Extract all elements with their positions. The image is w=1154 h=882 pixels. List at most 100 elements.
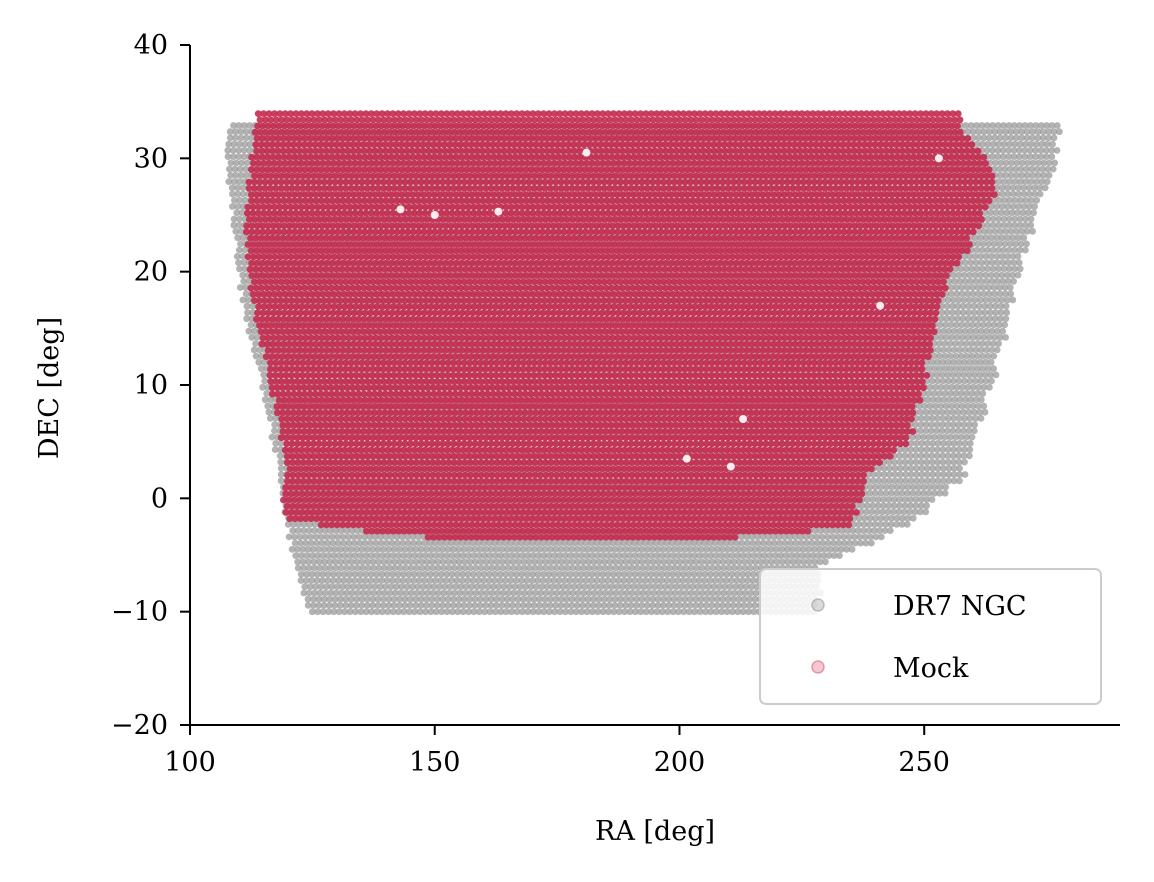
- data-point: [313, 570, 321, 578]
- data-point: [292, 552, 300, 559]
- data-point: [622, 602, 630, 609]
- data-point: [542, 564, 550, 572]
- data-point: [650, 564, 657, 572]
- data-point: [633, 595, 640, 603]
- data-point: [733, 570, 741, 578]
- data-point: [452, 583, 459, 591]
- data-point: [518, 570, 526, 578]
- data-point: [354, 589, 362, 597]
- data-point: [316, 564, 324, 572]
- data-point: [487, 595, 495, 603]
- data-point: [355, 583, 363, 591]
- data-point: [484, 583, 492, 591]
- data-point: [730, 602, 737, 609]
- data-point: [649, 602, 657, 609]
- data-point: [627, 602, 635, 609]
- data-point: [324, 577, 332, 584]
- data-point: [394, 552, 402, 559]
- data-point: [410, 552, 418, 559]
- data-point: [717, 570, 725, 578]
- data-point: [514, 602, 522, 609]
- data-point: [346, 577, 353, 584]
- data-point: [448, 577, 456, 584]
- data-point: [556, 552, 563, 559]
- data-point: [294, 558, 302, 566]
- data-point: [450, 595, 457, 603]
- data-point: [382, 583, 389, 591]
- data-point: [352, 608, 359, 616]
- data-point: [733, 552, 741, 559]
- data-point: [639, 564, 647, 572]
- data-point: [378, 577, 386, 584]
- data-point: [487, 602, 495, 609]
- data-point: [968, 433, 976, 441]
- data-point: [317, 583, 325, 591]
- data-point: [462, 589, 469, 597]
- data-point: [626, 608, 634, 616]
- data-point: [375, 589, 383, 597]
- data-point: [682, 589, 690, 597]
- data-point: [690, 577, 698, 584]
- data-point: [747, 564, 754, 572]
- data-point: [459, 577, 466, 584]
- data-point: [719, 558, 727, 566]
- data-point: [541, 595, 549, 603]
- data-point: [310, 558, 318, 566]
- data-point: [358, 602, 366, 609]
- data-point: [330, 608, 338, 616]
- data-point: [554, 583, 562, 591]
- data-point: [990, 365, 997, 372]
- data-point: [642, 608, 650, 616]
- data-point: [623, 589, 631, 597]
- data-point: [886, 527, 894, 534]
- data-point: [499, 564, 507, 572]
- data-point: [977, 396, 985, 404]
- data-point: [359, 589, 367, 597]
- data-point: [496, 577, 504, 584]
- data-point: [475, 608, 483, 616]
- data-point: [349, 583, 357, 591]
- data-point: [583, 570, 590, 578]
- data-point: [514, 595, 522, 603]
- data-point: [417, 595, 425, 603]
- data-point: [389, 552, 396, 559]
- data-point: [608, 583, 616, 591]
- data-point: [669, 608, 677, 616]
- data-point: [330, 570, 337, 578]
- data-point: [470, 608, 478, 616]
- data-point: [648, 608, 655, 616]
- data-point: [679, 577, 687, 584]
- data-point: [685, 570, 693, 578]
- data-point: [468, 583, 476, 591]
- data-point: [696, 608, 704, 616]
- data-point: [535, 608, 542, 616]
- data-point: [669, 552, 676, 559]
- data-point: [486, 608, 494, 616]
- data-point: [451, 589, 458, 597]
- data-point: [311, 589, 318, 597]
- data-point: [660, 558, 668, 566]
- data-point: [591, 589, 598, 597]
- data-point: [768, 558, 775, 566]
- data-point: [658, 577, 666, 584]
- data-point: [607, 589, 615, 597]
- data-point: [510, 589, 518, 597]
- data-point: [513, 577, 520, 584]
- data-point: [848, 545, 856, 553]
- data-point: [445, 564, 453, 572]
- data-point: [424, 589, 432, 597]
- data-point: [638, 602, 646, 609]
- data-point: [310, 545, 317, 553]
- data-point: [421, 577, 429, 584]
- data-point: [337, 602, 344, 609]
- data-point: [445, 589, 453, 597]
- data-point: [319, 552, 326, 559]
- data-point: [597, 583, 605, 591]
- data-point: [747, 589, 755, 597]
- data-point: [315, 602, 323, 609]
- data-point: [615, 608, 623, 616]
- data-point: [376, 583, 384, 591]
- data-point: [745, 608, 752, 616]
- data-point: [751, 595, 759, 603]
- data-point: [486, 570, 493, 578]
